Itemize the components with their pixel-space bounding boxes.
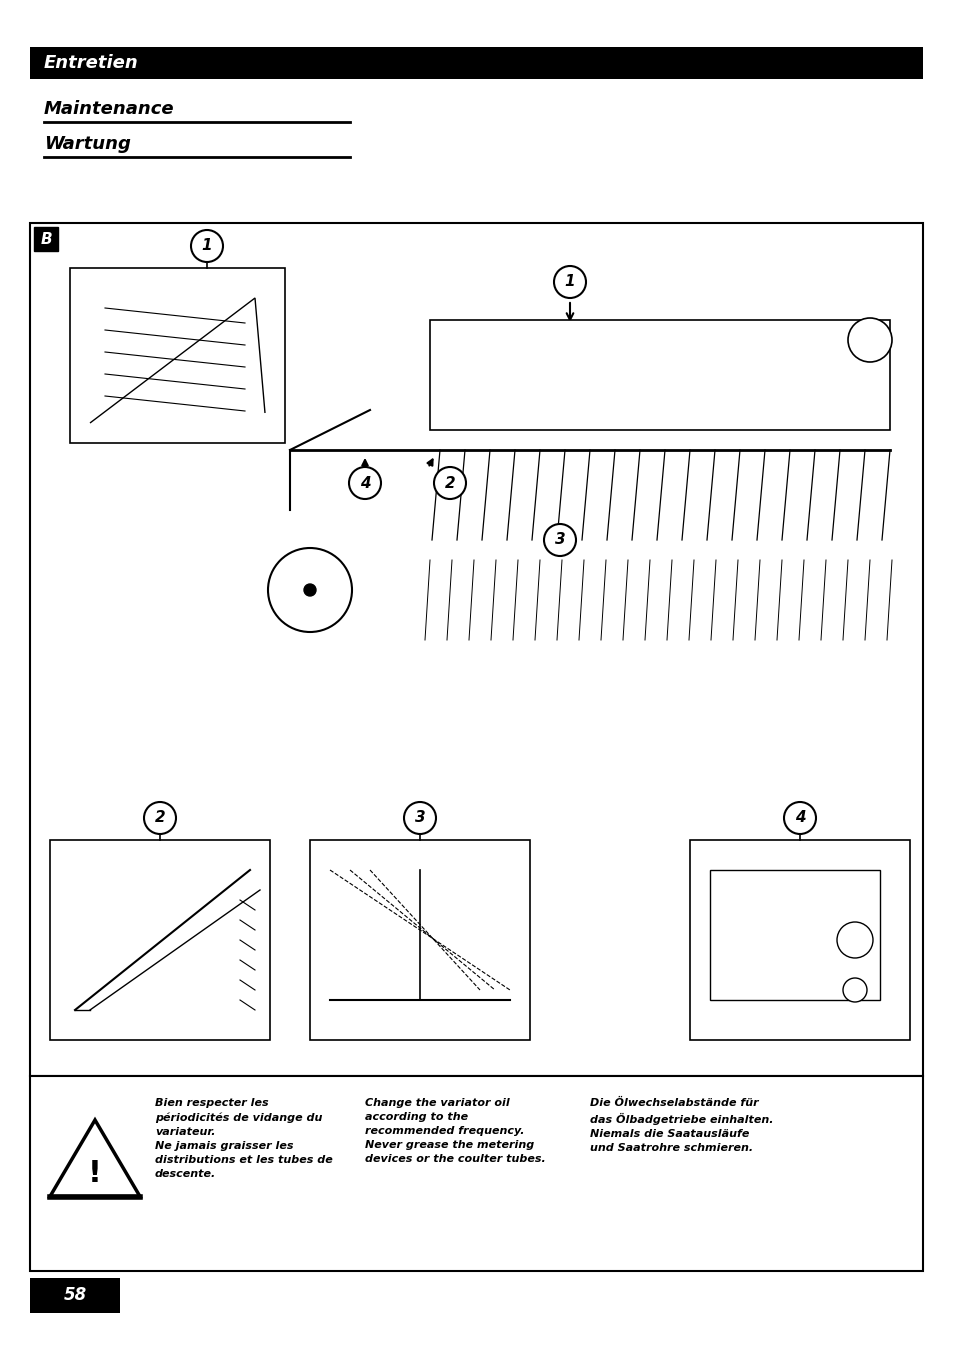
Bar	[70, 267, 285, 443]
Circle shape	[783, 802, 815, 834]
Text: 2: 2	[444, 476, 455, 490]
Text: B: B	[40, 231, 51, 246]
Circle shape	[349, 467, 380, 499]
Circle shape	[842, 978, 866, 1002]
Text: 4: 4	[794, 811, 804, 825]
Text: Wartung: Wartung	[44, 135, 131, 153]
Circle shape	[543, 524, 576, 557]
Circle shape	[191, 230, 223, 262]
Bar	[430, 320, 889, 430]
Bar	[709, 870, 879, 1000]
Circle shape	[434, 467, 465, 499]
Polygon shape	[50, 1120, 140, 1197]
Circle shape	[847, 317, 891, 362]
Circle shape	[144, 802, 175, 834]
Circle shape	[304, 584, 315, 596]
Text: 1: 1	[201, 239, 213, 254]
Bar	[310, 840, 530, 1040]
Bar	[30, 47, 923, 78]
Text: !: !	[88, 1159, 102, 1188]
Text: Die Ölwechselabstände für
das Ölbadgetriebe einhalten.
Niemals die Saatausläufe
: Die Ölwechselabstände für das Ölbadgetri…	[589, 1098, 773, 1154]
Bar	[50, 840, 270, 1040]
Bar	[689, 840, 909, 1040]
Text: 3: 3	[415, 811, 425, 825]
Text: Bien respecter les
périodicités de vidange du
variateur.
Ne jamais graisser les
: Bien respecter les périodicités de vidan…	[154, 1098, 333, 1179]
Bar	[34, 227, 58, 251]
Bar	[30, 223, 923, 1075]
Text: 2: 2	[154, 811, 165, 825]
Text: 58: 58	[63, 1286, 87, 1305]
Text: 4: 4	[359, 476, 370, 490]
Bar	[30, 1075, 923, 1271]
Circle shape	[403, 802, 436, 834]
Text: 1: 1	[564, 274, 575, 289]
Text: Entretien: Entretien	[44, 54, 138, 72]
Bar	[30, 1278, 120, 1313]
Circle shape	[836, 921, 872, 958]
Circle shape	[268, 549, 352, 632]
Circle shape	[554, 266, 585, 299]
Text: Maintenance: Maintenance	[44, 100, 174, 118]
Text: Change the variator oil
according to the
recommended frequency.
Never grease the: Change the variator oil according to the…	[365, 1098, 545, 1165]
Text: 3: 3	[554, 532, 565, 547]
